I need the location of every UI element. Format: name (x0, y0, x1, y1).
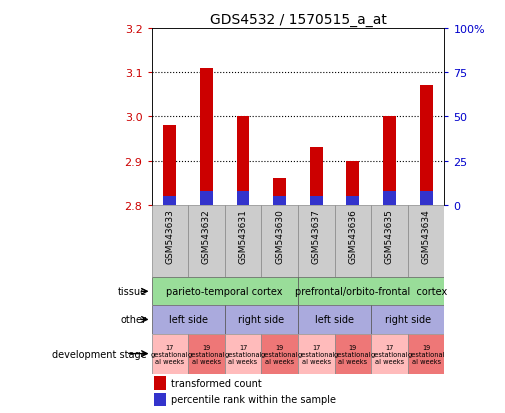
Text: 17
gestational
al weeks: 17 gestational al weeks (224, 344, 262, 364)
Text: right side: right side (385, 315, 431, 325)
Text: prefrontal/orbito-frontal  cortex: prefrontal/orbito-frontal cortex (295, 287, 447, 297)
Text: 17
gestational
al weeks: 17 gestational al weeks (371, 344, 408, 364)
Bar (237, 191, 249, 205)
Text: 19
gestational
al weeks: 19 gestational al weeks (188, 344, 225, 364)
Title: GDS4532 / 1570515_a_at: GDS4532 / 1570515_a_at (210, 12, 386, 26)
Text: other: other (121, 315, 146, 325)
Text: transformed count: transformed count (171, 378, 261, 388)
Bar (188, 205, 225, 278)
Bar (225, 205, 262, 278)
Text: GSM543635: GSM543635 (385, 209, 394, 263)
Text: 19
gestational
al weeks: 19 gestational al weeks (334, 344, 372, 364)
Bar (152, 278, 298, 306)
Bar (152, 205, 188, 278)
Text: percentile rank within the sample: percentile rank within the sample (171, 394, 335, 404)
Bar (298, 205, 335, 278)
Text: 19
gestational
al weeks: 19 gestational al weeks (408, 344, 445, 364)
Bar (346, 161, 359, 205)
Bar (273, 197, 286, 205)
Bar (383, 117, 396, 205)
Text: GSM543631: GSM543631 (238, 209, 247, 263)
Bar (298, 334, 335, 374)
Bar (334, 205, 371, 278)
Bar (346, 197, 359, 205)
Bar (237, 117, 249, 205)
Bar (371, 205, 408, 278)
Bar (298, 278, 444, 306)
Text: parieto-temporal cortex: parieto-temporal cortex (167, 287, 283, 297)
Bar (155, 393, 166, 406)
Text: 19
gestational
al weeks: 19 gestational al weeks (261, 344, 298, 364)
Bar (200, 191, 213, 205)
Bar (420, 191, 432, 205)
Text: 17
gestational
al weeks: 17 gestational al weeks (297, 344, 335, 364)
Bar (408, 334, 444, 374)
Bar (371, 334, 408, 374)
Text: GSM543637: GSM543637 (312, 209, 321, 263)
Text: GSM543633: GSM543633 (165, 209, 174, 263)
Text: right side: right side (238, 315, 284, 325)
Bar (298, 306, 371, 334)
Bar (155, 376, 166, 389)
Bar (164, 126, 176, 205)
Bar (371, 306, 444, 334)
Bar (164, 197, 176, 205)
Bar (310, 197, 323, 205)
Text: GSM543630: GSM543630 (275, 209, 284, 263)
Text: development stage: development stage (52, 349, 146, 359)
Bar (408, 205, 444, 278)
Bar (152, 306, 225, 334)
Bar (188, 334, 225, 374)
Bar (310, 148, 323, 205)
Text: GSM543632: GSM543632 (202, 209, 211, 263)
Bar (420, 86, 432, 205)
Text: 17
gestational
al weeks: 17 gestational al weeks (151, 344, 188, 364)
Bar (225, 334, 262, 374)
Bar (334, 334, 371, 374)
Text: GSM543634: GSM543634 (422, 209, 431, 263)
Bar (152, 334, 188, 374)
Bar (225, 306, 298, 334)
Text: tissue: tissue (117, 287, 146, 297)
Bar (262, 205, 298, 278)
Text: left side: left side (315, 315, 354, 325)
Bar (200, 69, 213, 205)
Text: left side: left side (169, 315, 208, 325)
Bar (273, 179, 286, 205)
Bar (383, 191, 396, 205)
Text: GSM543636: GSM543636 (348, 209, 358, 263)
Bar (262, 334, 298, 374)
